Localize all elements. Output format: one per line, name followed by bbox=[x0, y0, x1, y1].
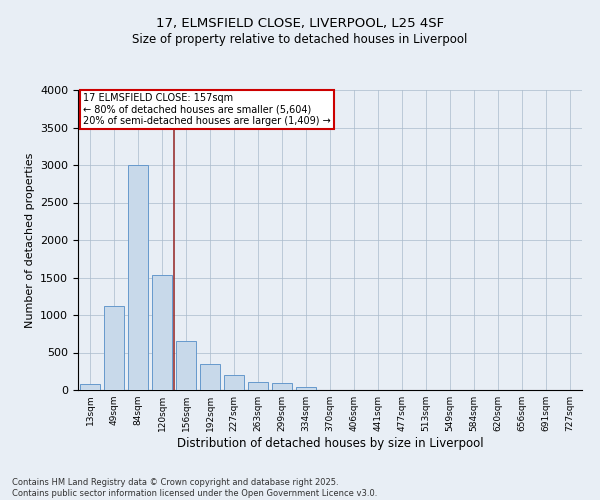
Y-axis label: Number of detached properties: Number of detached properties bbox=[25, 152, 35, 328]
Text: Contains HM Land Registry data © Crown copyright and database right 2025.
Contai: Contains HM Land Registry data © Crown c… bbox=[12, 478, 377, 498]
Bar bbox=[152, 274, 172, 390]
Bar bbox=[80, 384, 100, 390]
Bar bbox=[272, 383, 292, 390]
Bar bbox=[296, 388, 316, 390]
Text: Size of property relative to detached houses in Liverpool: Size of property relative to detached ho… bbox=[133, 32, 467, 46]
Bar bbox=[200, 364, 220, 390]
Text: 17, ELMSFIELD CLOSE, LIVERPOOL, L25 4SF: 17, ELMSFIELD CLOSE, LIVERPOOL, L25 4SF bbox=[156, 18, 444, 30]
Bar bbox=[224, 375, 244, 390]
Bar bbox=[104, 306, 124, 390]
Bar bbox=[176, 341, 196, 390]
X-axis label: Distribution of detached houses by size in Liverpool: Distribution of detached houses by size … bbox=[176, 437, 484, 450]
Bar bbox=[128, 165, 148, 390]
Text: 17 ELMSFIELD CLOSE: 157sqm
← 80% of detached houses are smaller (5,604)
20% of s: 17 ELMSFIELD CLOSE: 157sqm ← 80% of deta… bbox=[83, 93, 331, 126]
Bar bbox=[248, 382, 268, 390]
